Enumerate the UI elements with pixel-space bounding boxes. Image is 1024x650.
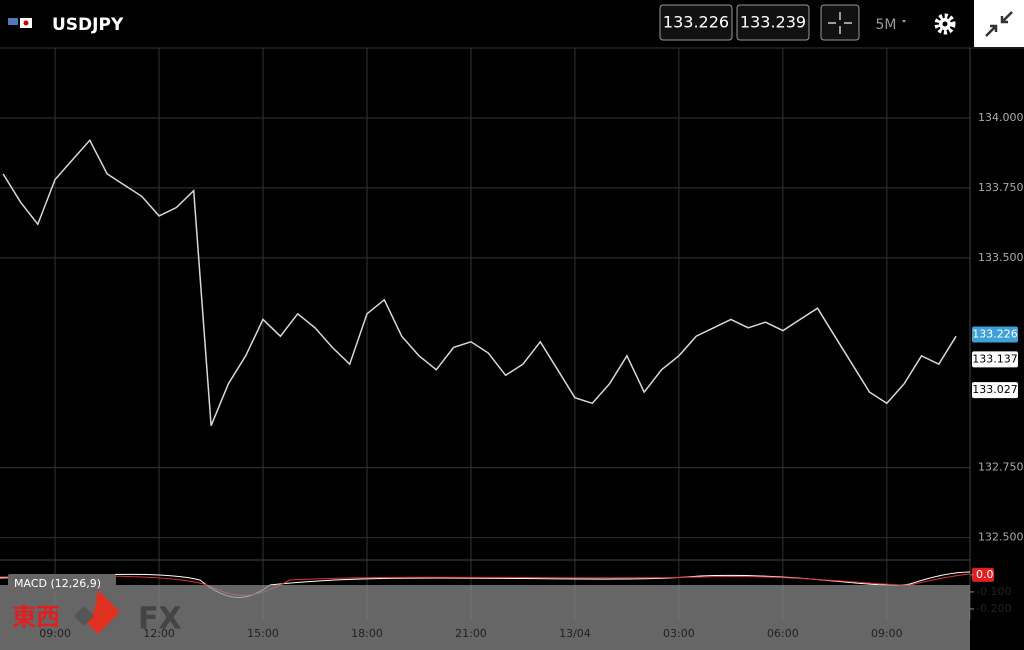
settings-icon-hole <box>942 21 948 27</box>
macd-label: MACD (12,26,9) <box>14 577 101 590</box>
price-marker-label: 133.027 <box>972 383 1018 396</box>
symbol: USDJPY <box>52 15 124 35</box>
macd-zero-box <box>972 567 994 582</box>
x-tick-label: 15:00 <box>247 627 279 640</box>
macd-label-box <box>8 574 116 593</box>
fullscreen-button[interactable] <box>974 0 1024 47</box>
bid-button[interactable] <box>659 4 733 41</box>
x-tick-label: 06:00 <box>767 627 799 640</box>
ask-price[interactable]: 133.239 <box>740 13 806 32</box>
x-tick-label: 03:00 <box>663 627 695 640</box>
logo-mark-dark <box>74 606 94 626</box>
macd-tick-label: -0.200 <box>976 602 1011 615</box>
y-tick-label: 133.750 <box>978 181 1024 194</box>
timeframe[interactable]: 5M <box>876 17 897 33</box>
footer-band <box>0 585 970 650</box>
price-marker-label: 133.137 <box>972 352 1018 365</box>
price-marker <box>972 351 1018 368</box>
ask-button[interactable] <box>736 4 810 41</box>
x-tick-label: 13/04 <box>559 627 591 640</box>
x-tick-label: 18:00 <box>351 627 383 640</box>
y-tick-label: 134.000 <box>978 111 1024 124</box>
price-marker <box>972 382 1018 399</box>
logo-right: FX <box>138 602 182 637</box>
y-tick-label: 132.500 <box>978 531 1024 544</box>
y-tick-label: 133.500 <box>978 251 1024 264</box>
crosshair-button[interactable] <box>820 4 860 41</box>
timeframe-caret <box>902 20 906 23</box>
crosshair-icon <box>828 12 852 34</box>
fullscreen-icon <box>985 11 1013 37</box>
price-marker <box>972 326 1018 343</box>
flag-jp-dot <box>23 20 29 26</box>
bid-price[interactable]: 133.226 <box>663 13 729 32</box>
price-marker-label: 133.226 <box>972 327 1018 340</box>
flag-us <box>8 18 18 25</box>
macd-tick-label: 0.0 <box>976 568 994 581</box>
x-tick-label: 21:00 <box>455 627 487 640</box>
macd-signal <box>0 573 971 596</box>
x-tick-label: 09:00 <box>39 627 71 640</box>
macd-tick-label: -0.100 <box>976 585 1011 598</box>
x-tick-label: 09:00 <box>871 627 903 640</box>
price-line <box>2 138 957 426</box>
settings-icon[interactable] <box>934 13 956 35</box>
x-tick-label: 12:00 <box>143 627 175 640</box>
logo-left: 東西 <box>12 603 60 631</box>
y-tick-label: 132.750 <box>978 461 1024 474</box>
logo-mark <box>84 590 120 634</box>
